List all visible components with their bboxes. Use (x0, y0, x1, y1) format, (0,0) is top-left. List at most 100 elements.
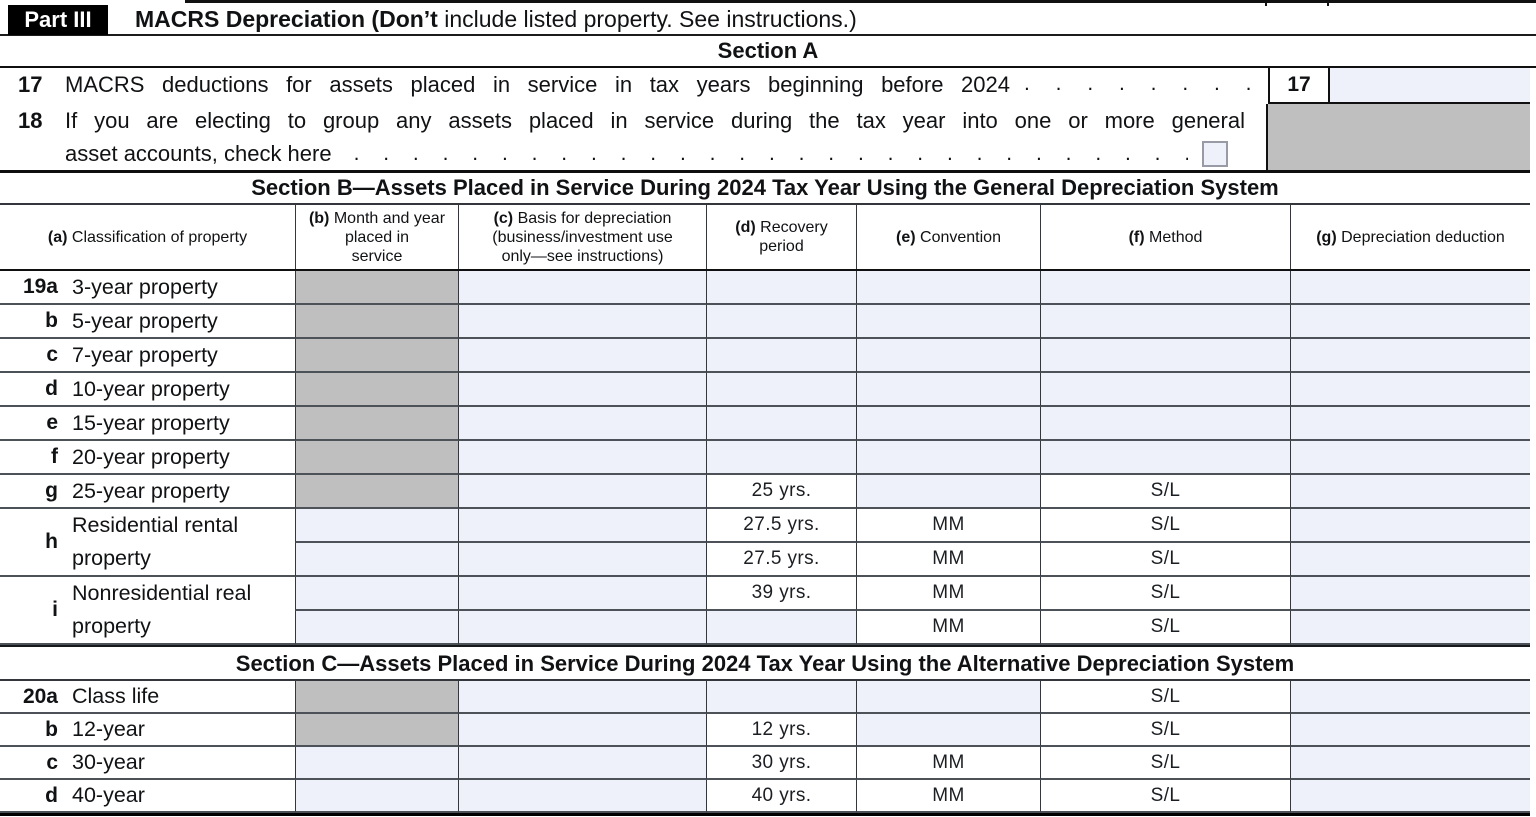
cell-19i2-method-value: S/L (1040, 611, 1290, 645)
cell-19h2-month-input[interactable] (295, 543, 458, 577)
cell-19e-month-disabled (295, 407, 458, 441)
cell-19a-period-input[interactable] (706, 271, 856, 305)
cell-20c-period-value: 30 yrs. (706, 747, 856, 780)
cell-20b-period-value: 12 yrs. (706, 714, 856, 747)
cell-20c-method-value: S/L (1040, 747, 1290, 780)
line-18-text-line1: If you are electing to group any assets … (65, 108, 1245, 133)
crop-tick (1265, 0, 1267, 6)
cell-19g-deduction-input[interactable] (1290, 475, 1530, 509)
cell-19h1-convention-value: MM (856, 509, 1040, 543)
row-label-19h: h Residential rental property (0, 509, 295, 577)
cell-19i1-basis-input[interactable] (458, 577, 706, 611)
cell-19a-basis-input[interactable] (458, 271, 706, 305)
cell-19c-basis-input[interactable] (458, 339, 706, 373)
cell-20b-convention-input[interactable] (856, 714, 1040, 747)
cell-19d-deduction-input[interactable] (1290, 373, 1530, 407)
cell-19d-convention-input[interactable] (856, 373, 1040, 407)
cell-20d-method-value: S/L (1040, 780, 1290, 813)
row-label-19a: 19a 3-year property (0, 271, 295, 305)
cell-19b-deduction-input[interactable] (1290, 305, 1530, 339)
cell-20a-method-value: S/L (1040, 681, 1290, 714)
row-label-19e: e 15-year property (0, 407, 295, 441)
row-label-19d: d 10-year property (0, 373, 295, 407)
line-17-text: MACRS deductions for assets placed in se… (65, 72, 1010, 97)
cell-19c-deduction-input[interactable] (1290, 339, 1530, 373)
cell-20a-deduction-input[interactable] (1290, 681, 1530, 714)
cell-19i2-basis-input[interactable] (458, 611, 706, 645)
cell-19a-convention-input[interactable] (856, 271, 1040, 305)
cell-19f-deduction-input[interactable] (1290, 441, 1530, 475)
cell-19h1-month-input[interactable] (295, 509, 458, 543)
cell-19h1-deduction-input[interactable] (1290, 509, 1530, 543)
col-header-deduction: (g) Depreciation deduction (1290, 205, 1530, 269)
cell-19h2-period-value: 27.5 yrs. (706, 543, 856, 577)
cell-19b-method-input[interactable] (1040, 305, 1290, 339)
cell-20d-deduction-input[interactable] (1290, 780, 1530, 813)
line-18-shaded-area (1266, 104, 1530, 170)
cell-19f-basis-input[interactable] (458, 441, 706, 475)
line-18-text-line2: asset accounts, check here (65, 140, 332, 166)
cell-19g-period-value: 25 yrs. (706, 475, 856, 509)
cell-19i2-month-input[interactable] (295, 611, 458, 645)
cell-20b-method-value: S/L (1040, 714, 1290, 747)
cell-19h2-deduction-input[interactable] (1290, 543, 1530, 577)
cell-19e-convention-input[interactable] (856, 407, 1040, 441)
part-label-badge: Part III (8, 4, 108, 35)
cell-20c-basis-input[interactable] (458, 747, 706, 780)
line-18-left: 18 If you are electing to group any asse… (0, 104, 1266, 170)
cell-19f-convention-input[interactable] (856, 441, 1040, 475)
cell-19a-deduction-input[interactable] (1290, 271, 1530, 305)
cell-19e-deduction-input[interactable] (1290, 407, 1530, 441)
row-label-19i: i Nonresidential real property (0, 577, 295, 645)
cell-19e-method-input[interactable] (1040, 407, 1290, 441)
section-b-table: 19a 3-year property b 5-year property c 7-y… (0, 271, 1530, 645)
cell-19g-method-value: S/L (1040, 475, 1290, 509)
cell-19a-month-disabled (295, 271, 458, 305)
cell-19i1-period-value: 39 yrs. (706, 577, 856, 611)
cell-19b-convention-input[interactable] (856, 305, 1040, 339)
cell-20a-period-input[interactable] (706, 681, 856, 714)
cell-19f-method-input[interactable] (1040, 441, 1290, 475)
cell-19i1-convention-value: MM (856, 577, 1040, 611)
cell-19h2-basis-input[interactable] (458, 543, 706, 577)
group-assets-checkbox[interactable] (1202, 140, 1228, 167)
cell-19h1-method-value: S/L (1040, 509, 1290, 543)
col-header-recovery-period: (d) Recovery period (706, 205, 856, 269)
cell-19d-method-input[interactable] (1040, 373, 1290, 407)
line-17-number: 17 (18, 72, 43, 97)
cell-19c-convention-input[interactable] (856, 339, 1040, 373)
cell-20c-month-input[interactable] (295, 747, 458, 780)
cell-20c-deduction-input[interactable] (1290, 747, 1530, 780)
cell-20b-deduction-input[interactable] (1290, 714, 1530, 747)
cell-19d-period-input[interactable] (706, 373, 856, 407)
part-title-bold: MACRS Depreciation (Don’t (135, 6, 438, 32)
part-title: MACRS Depreciation (Don’t include listed… (135, 6, 857, 33)
cell-20d-basis-input[interactable] (458, 780, 706, 813)
cell-19a-method-input[interactable] (1040, 271, 1290, 305)
cell-19h1-basis-input[interactable] (458, 509, 706, 543)
cell-20a-basis-input[interactable] (458, 681, 706, 714)
cell-20a-convention-input[interactable] (856, 681, 1040, 714)
cell-19e-basis-input[interactable] (458, 407, 706, 441)
line-18: 18 If you are electing to group any asse… (0, 104, 1536, 170)
crop-line (185, 0, 1536, 3)
cell-19c-method-input[interactable] (1040, 339, 1290, 373)
cell-19e-period-input[interactable] (706, 407, 856, 441)
cell-19b-period-input[interactable] (706, 305, 856, 339)
cell-19i2-deduction-input[interactable] (1290, 611, 1530, 645)
cell-20b-basis-input[interactable] (458, 714, 706, 747)
cell-20b-month-disabled (295, 714, 458, 747)
cell-19c-period-input[interactable] (706, 339, 856, 373)
cell-19i1-month-input[interactable] (295, 577, 458, 611)
cell-20d-month-input[interactable] (295, 780, 458, 813)
cell-19g-basis-input[interactable] (458, 475, 706, 509)
cell-19i2-period-input[interactable] (706, 611, 856, 645)
line-17-amount-input[interactable] (1330, 68, 1530, 104)
cell-19i1-deduction-input[interactable] (1290, 577, 1530, 611)
cell-19d-basis-input[interactable] (458, 373, 706, 407)
crop-tick (1327, 0, 1329, 6)
line-18-row1: 18 If you are electing to group any asse… (0, 104, 1266, 137)
cell-19g-convention-input[interactable] (856, 475, 1040, 509)
cell-19f-period-input[interactable] (706, 441, 856, 475)
cell-19b-basis-input[interactable] (458, 305, 706, 339)
